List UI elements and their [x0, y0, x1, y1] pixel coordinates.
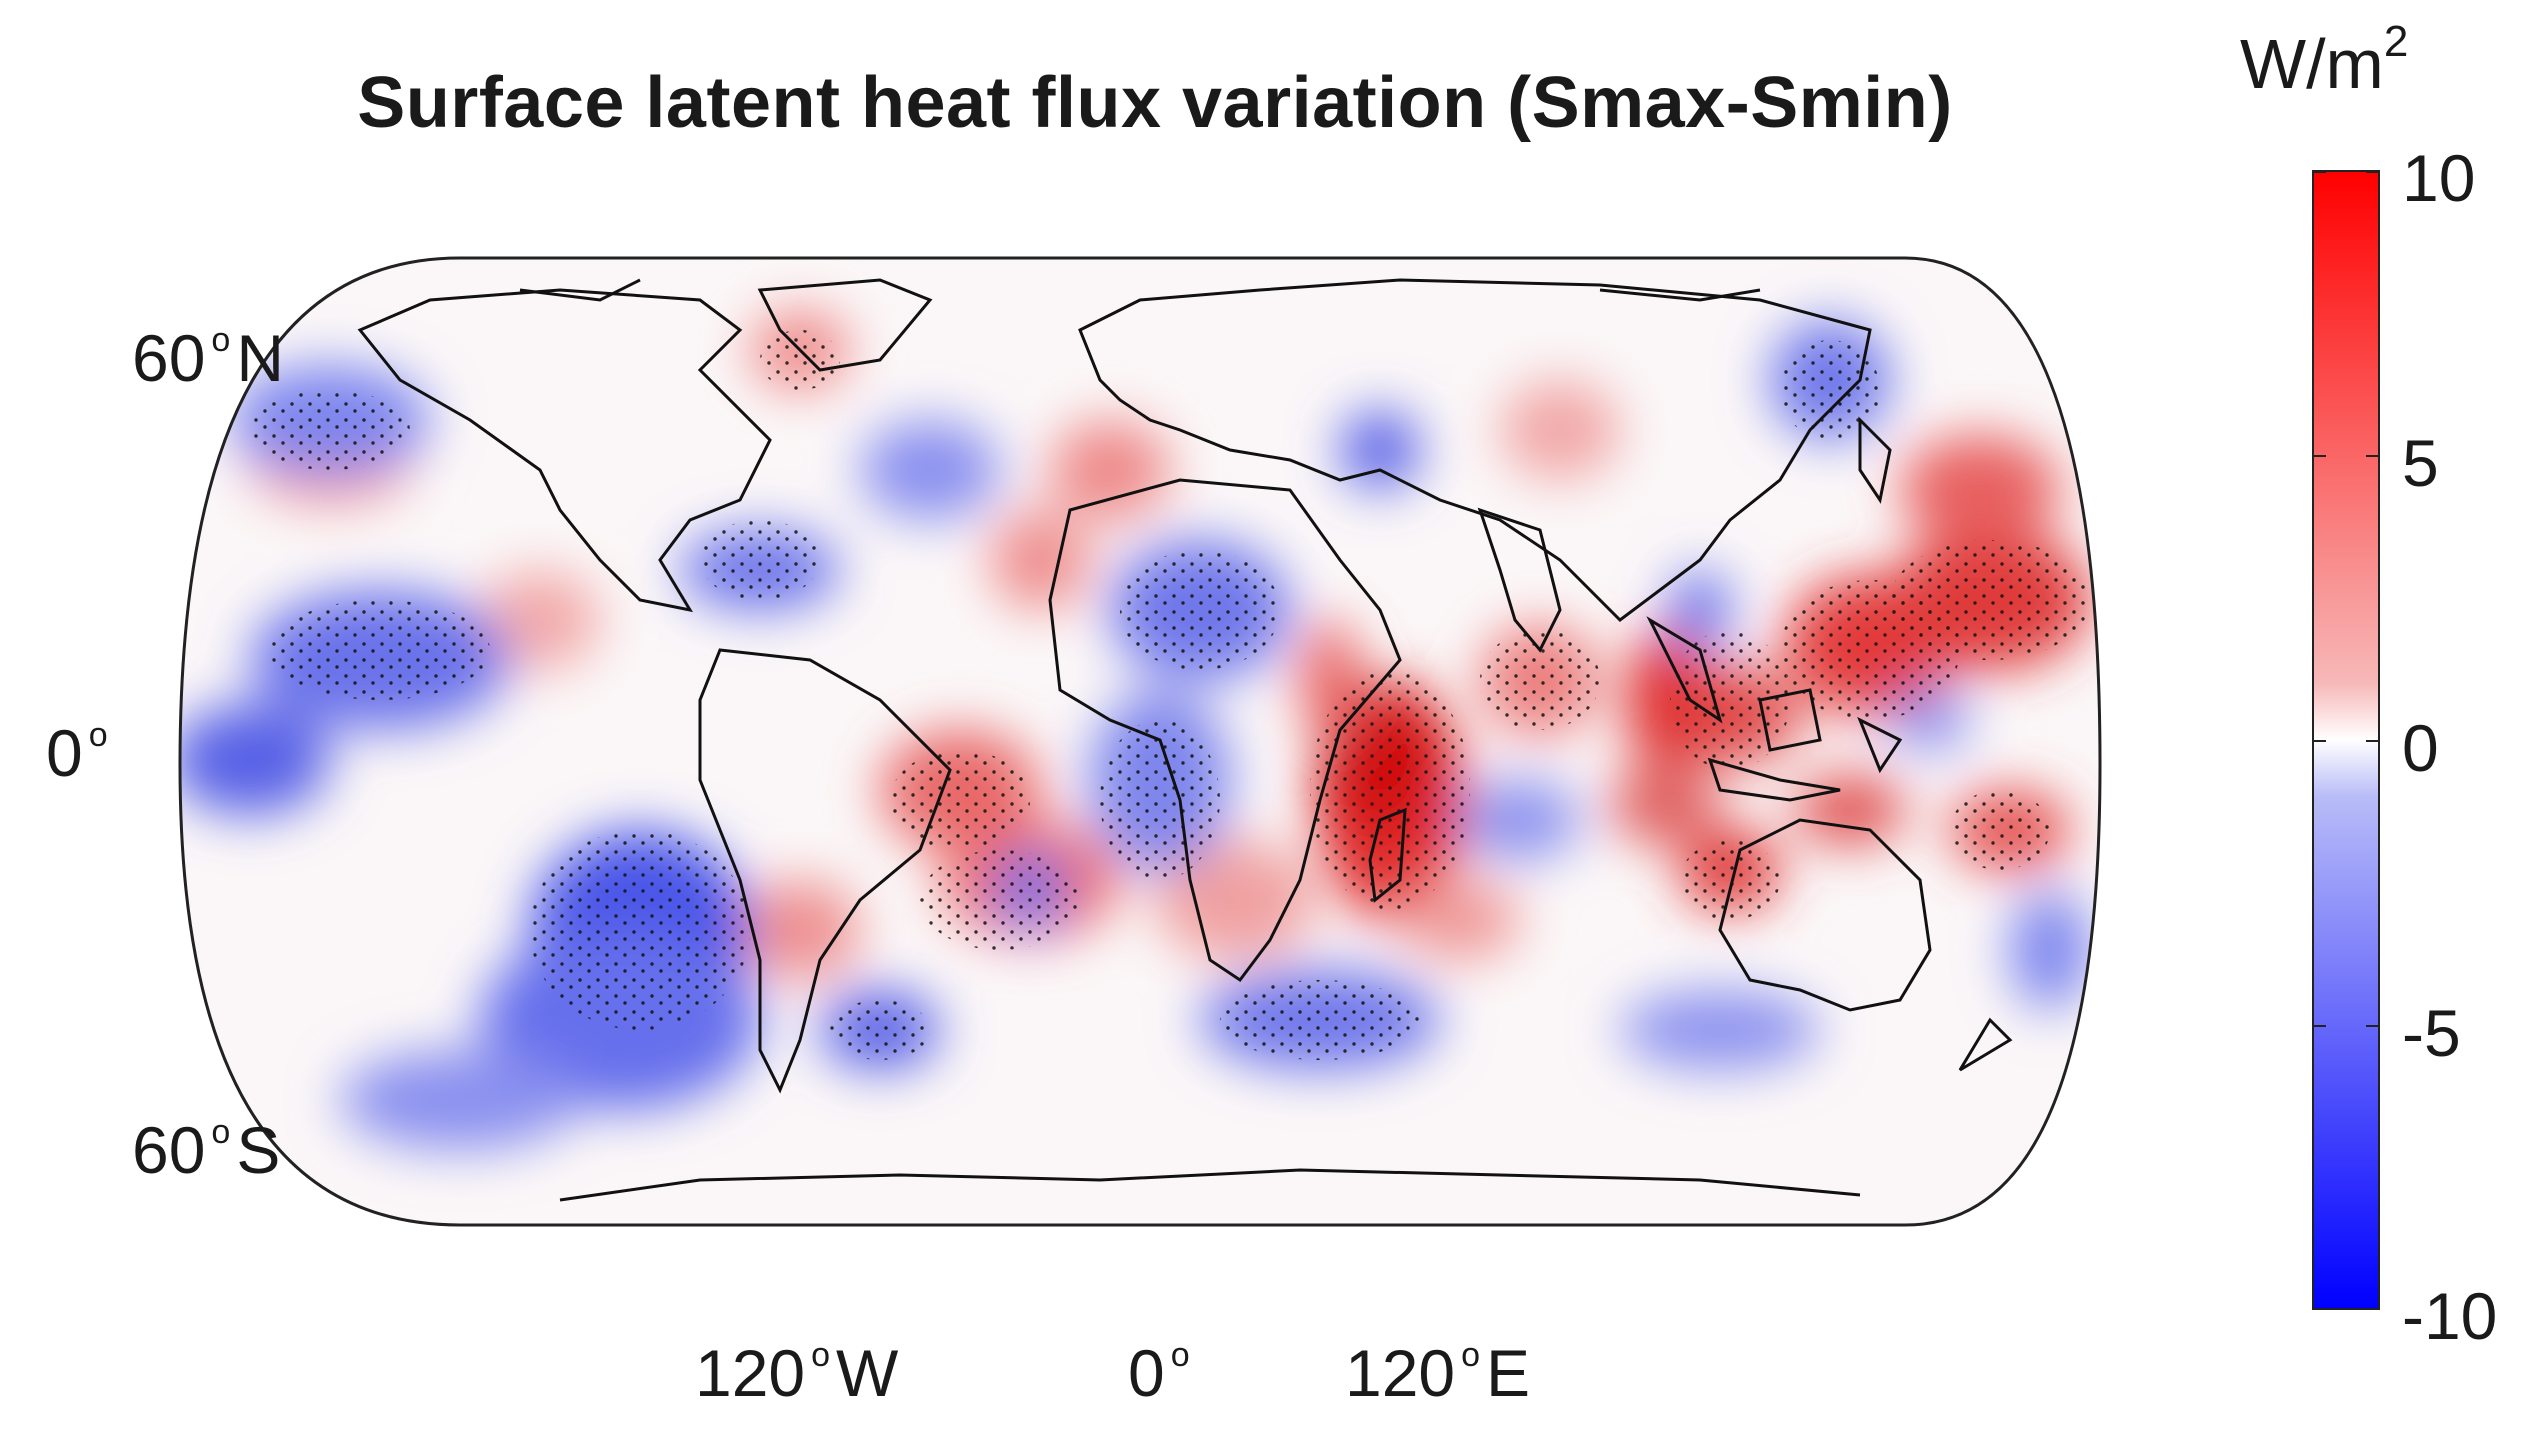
lon-label-120e: 120 oE: [1345, 1336, 1531, 1410]
lat-label-60s: 60 oS: [132, 1113, 281, 1187]
significance-stippling: [250, 330, 2090, 1060]
colorbar-tick-label: 0: [2402, 711, 2439, 785]
colorbar-tick-label: 10: [2402, 141, 2476, 215]
map-frame: [178, 256, 2102, 1227]
chart-title: Surface latent heat flux variation (Smax…: [357, 63, 1953, 143]
colorbar-tick-label: -5: [2402, 996, 2461, 1070]
colorbar-unit: W/m2: [2240, 16, 2409, 103]
colorbar-tick-label: 5: [2402, 426, 2439, 500]
colorbar-tick-label: -10: [2402, 1279, 2498, 1353]
lon-label-120w: 120 oW: [695, 1336, 899, 1410]
coastlines: [357, 278, 2013, 1202]
anomaly-field: [180, 258, 2100, 1225]
lat-label-60n: 60 oN: [132, 321, 285, 395]
colorbar: [2312, 170, 2380, 1310]
